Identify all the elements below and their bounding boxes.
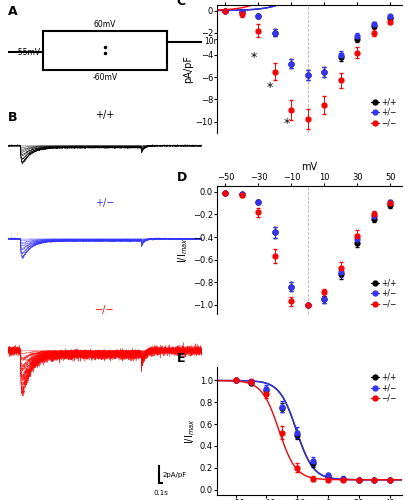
Text: -55mV: -55mV [16,48,41,56]
Y-axis label: I/I$_{max}$: I/I$_{max}$ [183,418,196,444]
Text: C: C [176,0,185,8]
Text: +/+: +/+ [95,110,115,120]
Y-axis label: I/I$_{max}$: I/I$_{max}$ [176,237,190,263]
Legend: +/+, +/−, −/−: +/+, +/−, −/− [369,277,397,310]
Text: 0.1s: 0.1s [153,490,168,496]
Text: A: A [8,5,18,18]
Text: B: B [8,111,17,124]
Text: −/−: −/− [95,306,115,316]
Text: 10mV: 10mV [203,37,226,46]
Text: -60mV: -60mV [92,73,117,82]
Text: D: D [176,171,186,184]
Y-axis label: pA/pF: pA/pF [182,55,192,83]
Text: E: E [176,352,185,365]
Text: *: * [266,80,272,94]
Text: *: * [249,50,256,64]
X-axis label: mV: mV [301,162,317,172]
Legend: +/+, +/−, −/−: +/+, +/−, −/− [369,96,397,129]
Text: 60mV: 60mV [94,20,116,28]
Text: *: * [283,117,289,130]
Legend: +/+, +/−, −/−: +/+, +/−, −/− [369,371,397,404]
Text: 2pA/pF: 2pA/pF [162,472,186,478]
Text: +/−: +/− [95,198,115,208]
